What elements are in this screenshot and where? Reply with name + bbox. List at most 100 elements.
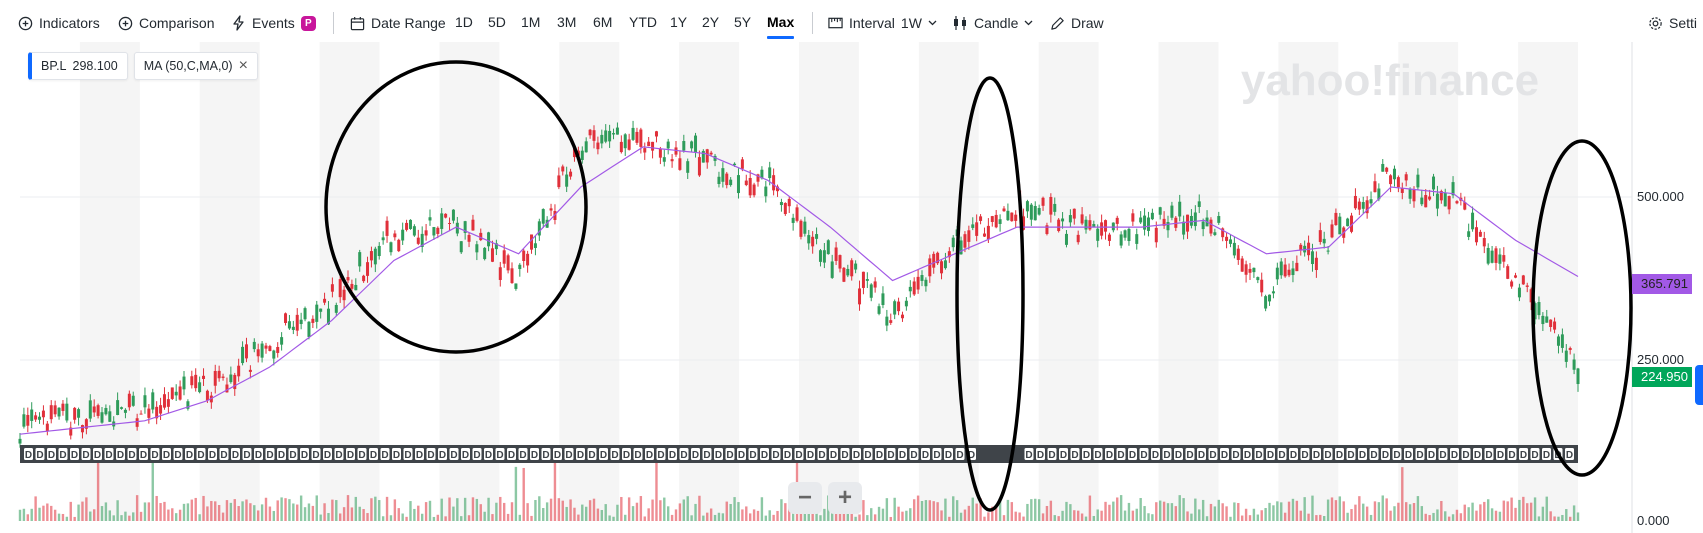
dividend-marker: D (347, 450, 354, 461)
candle (854, 263, 858, 270)
volume-bar (569, 499, 572, 521)
volume-bar (584, 506, 588, 521)
dividend-marker-box (93, 448, 102, 460)
candle (1389, 175, 1393, 185)
dividend-marker-box (1024, 448, 1034, 460)
comparison-button[interactable]: Comparison (118, 12, 214, 34)
volume-bar (276, 500, 279, 521)
events-button[interactable]: Events P (232, 12, 316, 34)
candle (1123, 230, 1127, 238)
dividend-marker: D (1428, 450, 1435, 461)
close-icon[interactable]: × (238, 57, 248, 74)
candle (947, 251, 951, 258)
volume-bar (1549, 511, 1552, 521)
volume-bar (955, 500, 959, 521)
dividend-marker: D (761, 450, 768, 461)
candle (202, 375, 206, 379)
candle (1135, 234, 1139, 244)
volume-bar (358, 506, 361, 521)
candle (326, 308, 330, 325)
range-ytd[interactable]: YTD (629, 14, 657, 30)
volume-bar (1260, 510, 1263, 521)
candle (170, 387, 174, 399)
candle (1482, 238, 1486, 247)
dividend-marker-box (679, 448, 689, 460)
candle (401, 229, 405, 241)
candle (41, 410, 45, 418)
range-1d[interactable]: 1D (455, 14, 473, 30)
candle (373, 248, 377, 265)
zoom-out-button[interactable]: − (788, 482, 822, 514)
scroll-right-handle[interactable] (1695, 365, 1703, 405)
range-3m[interactable]: 3M (557, 14, 577, 30)
range-max[interactable]: Max (767, 14, 795, 39)
dividend-marker: D (1520, 450, 1527, 461)
volume-bar (936, 502, 939, 521)
range-1y[interactable]: 1Y (670, 14, 688, 30)
dividend-marker: D (623, 450, 630, 461)
interval-dropdown[interactable]: Interval 1W (828, 12, 937, 34)
dividend-marker-box (553, 448, 562, 460)
candle (303, 308, 307, 320)
volume-bar (495, 502, 498, 521)
dividend-marker-box (806, 448, 815, 460)
symbol-chip[interactable]: BP.L 298.100 (28, 52, 128, 80)
candle (1186, 214, 1190, 232)
add-circle-icon (118, 16, 133, 30)
volume-bar (1022, 516, 1025, 521)
volume-bar (1526, 503, 1529, 521)
volume-bar (889, 516, 892, 521)
dividend-marker-box (403, 448, 413, 460)
dividend-marker: D (945, 450, 952, 461)
indicators-button[interactable]: Indicators (18, 12, 100, 34)
volume-bar (823, 508, 826, 521)
candle (779, 202, 783, 206)
ma-indicator-chip[interactable]: MA (50,C,MA,0) × (133, 52, 258, 80)
range-5y[interactable]: 5Y (734, 14, 752, 30)
volume-bar (112, 515, 115, 521)
volume-bar (487, 497, 490, 521)
candle (1439, 191, 1443, 201)
dividend-marker-box (334, 448, 344, 460)
dividend-marker: D (324, 450, 331, 461)
candle (34, 415, 38, 420)
chart-type-dropdown[interactable]: Candle (952, 12, 1033, 34)
candle (330, 284, 334, 292)
candle (776, 186, 780, 192)
candle (869, 284, 873, 298)
range-2y[interactable]: 2Y (702, 14, 720, 30)
dividend-marker: D (933, 450, 940, 461)
draw-button[interactable]: Draw (1050, 12, 1104, 34)
ruler-icon (828, 17, 843, 29)
dividend-marker: D (197, 450, 204, 461)
candle (147, 408, 151, 418)
volume-bar (190, 499, 194, 521)
candle (1560, 334, 1564, 348)
dividend-marker: D (1405, 450, 1412, 461)
candle (533, 243, 537, 248)
dividend-marker: D (1347, 450, 1354, 461)
volume-bar (920, 500, 924, 521)
dividend-marker-box (1116, 448, 1126, 460)
volume-bar (1287, 501, 1291, 521)
range-5d[interactable]: 5D (488, 14, 506, 30)
candle (490, 248, 494, 262)
candle (248, 369, 252, 372)
volume-bar (1143, 506, 1146, 521)
dividend-marker: D (646, 450, 653, 461)
volume-bar (471, 497, 475, 521)
volume-bar (159, 503, 162, 521)
draw-label: Draw (1071, 15, 1104, 31)
zoom-in-button[interactable]: + (828, 482, 862, 514)
range-6m[interactable]: 6M (593, 14, 613, 30)
volume-bar (1307, 513, 1310, 521)
candle (1127, 228, 1131, 242)
dividend-marker: D (427, 450, 434, 461)
dividend-marker: D (393, 450, 400, 461)
date-range-button[interactable]: Date Range (350, 12, 446, 34)
candle (897, 301, 901, 312)
settings-button[interactable]: Setti (1648, 12, 1697, 34)
candle (315, 304, 319, 322)
range-1m[interactable]: 1M (521, 14, 541, 30)
